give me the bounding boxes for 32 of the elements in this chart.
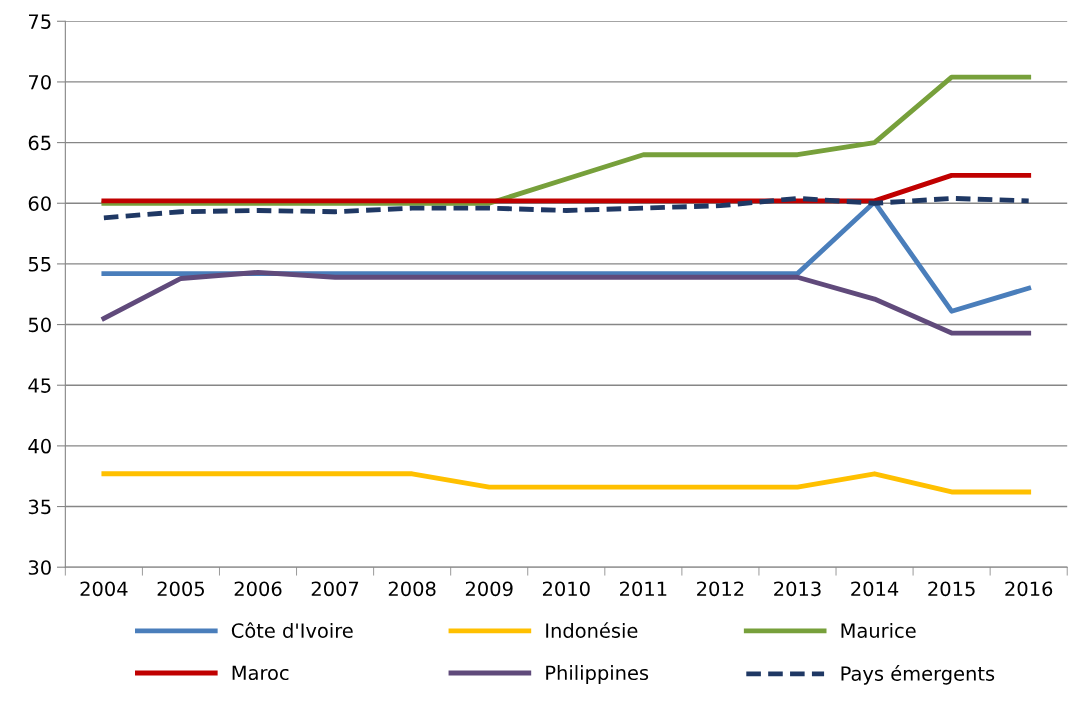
y-tick-label: 40: [28, 438, 51, 454]
legend-label: Côte d'Ivoire: [231, 622, 353, 638]
x-tick-label: 2016: [1005, 581, 1053, 597]
y-tick-label: 55: [28, 257, 51, 272]
y-tick-label: 30: [28, 560, 51, 575]
y-tick-label: 65: [28, 135, 51, 151]
x-tick-label: 2008: [388, 581, 436, 597]
x-tick-label: 2006: [234, 581, 282, 597]
y-tick-label: 50: [28, 317, 51, 333]
x-tick-label: 2013: [774, 581, 821, 597]
line-series: [101, 269, 1032, 336]
x-tick-label: 2014: [851, 581, 899, 597]
x-tick-label: 2007: [311, 581, 359, 597]
x-tick-label: 2015: [928, 581, 975, 597]
line-series: [101, 195, 1032, 221]
legend-label: Maurice: [841, 622, 916, 638]
legend-label: Indonésie: [546, 622, 638, 638]
x-tick-label: 2005: [157, 581, 204, 597]
x-tick-label: 2004: [80, 581, 128, 597]
line-series: [101, 74, 1032, 206]
legend-label: Maroc: [232, 665, 289, 681]
y-tick-label: 75: [29, 14, 51, 29]
y-tick-label: 60: [28, 196, 51, 211]
x-tick-label: 2009: [465, 581, 513, 597]
y-tick-label: 45: [28, 378, 51, 393]
x-tick-label: 2010: [542, 581, 590, 597]
y-tick-label: 70: [29, 74, 51, 90]
legend-label: Pays émergents: [841, 665, 995, 685]
x-tick-label: 2012: [697, 581, 744, 597]
x-tick-label: 2011: [620, 581, 667, 597]
legend-label: Philippines: [546, 665, 649, 684]
y-tick-label: 35: [28, 499, 51, 515]
